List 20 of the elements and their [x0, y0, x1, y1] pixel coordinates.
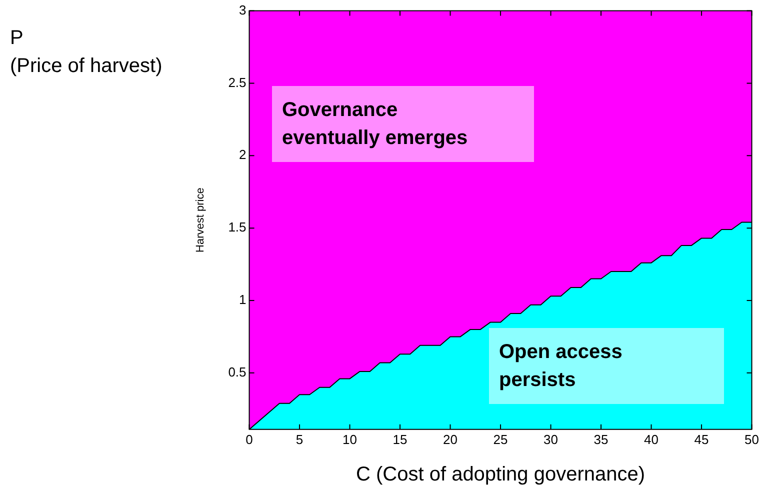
text: P (Price of harvest)	[10, 26, 162, 79]
x-tick-label: 5	[296, 432, 304, 447]
x-tick-label: 50	[744, 432, 760, 447]
x-tick-label: 40	[644, 432, 659, 447]
x-tick-label: 20	[443, 432, 458, 447]
y-tick-label: 0.5	[228, 364, 246, 380]
x-tick-label: 15	[392, 432, 408, 447]
y-tick-label: 2	[239, 147, 246, 162]
x-tick-label: 45	[694, 432, 709, 447]
y-tick-label: 2.5	[228, 74, 246, 90]
x-tick-label: 35	[594, 432, 608, 447]
x-axis-title: C (Cost of adopting governance)	[356, 464, 646, 486]
x-tick-label: 0	[246, 432, 253, 447]
y-tick-label: 1.5	[228, 220, 246, 235]
y-tick-label: 3	[239, 2, 246, 18]
x-tick-label: 30	[544, 432, 558, 447]
x-tick-label: 25	[493, 432, 508, 447]
y-axis-title: Harvest price	[194, 188, 207, 252]
x-tick-label: 10	[342, 432, 358, 447]
y-tick-label: 1	[239, 292, 246, 308]
